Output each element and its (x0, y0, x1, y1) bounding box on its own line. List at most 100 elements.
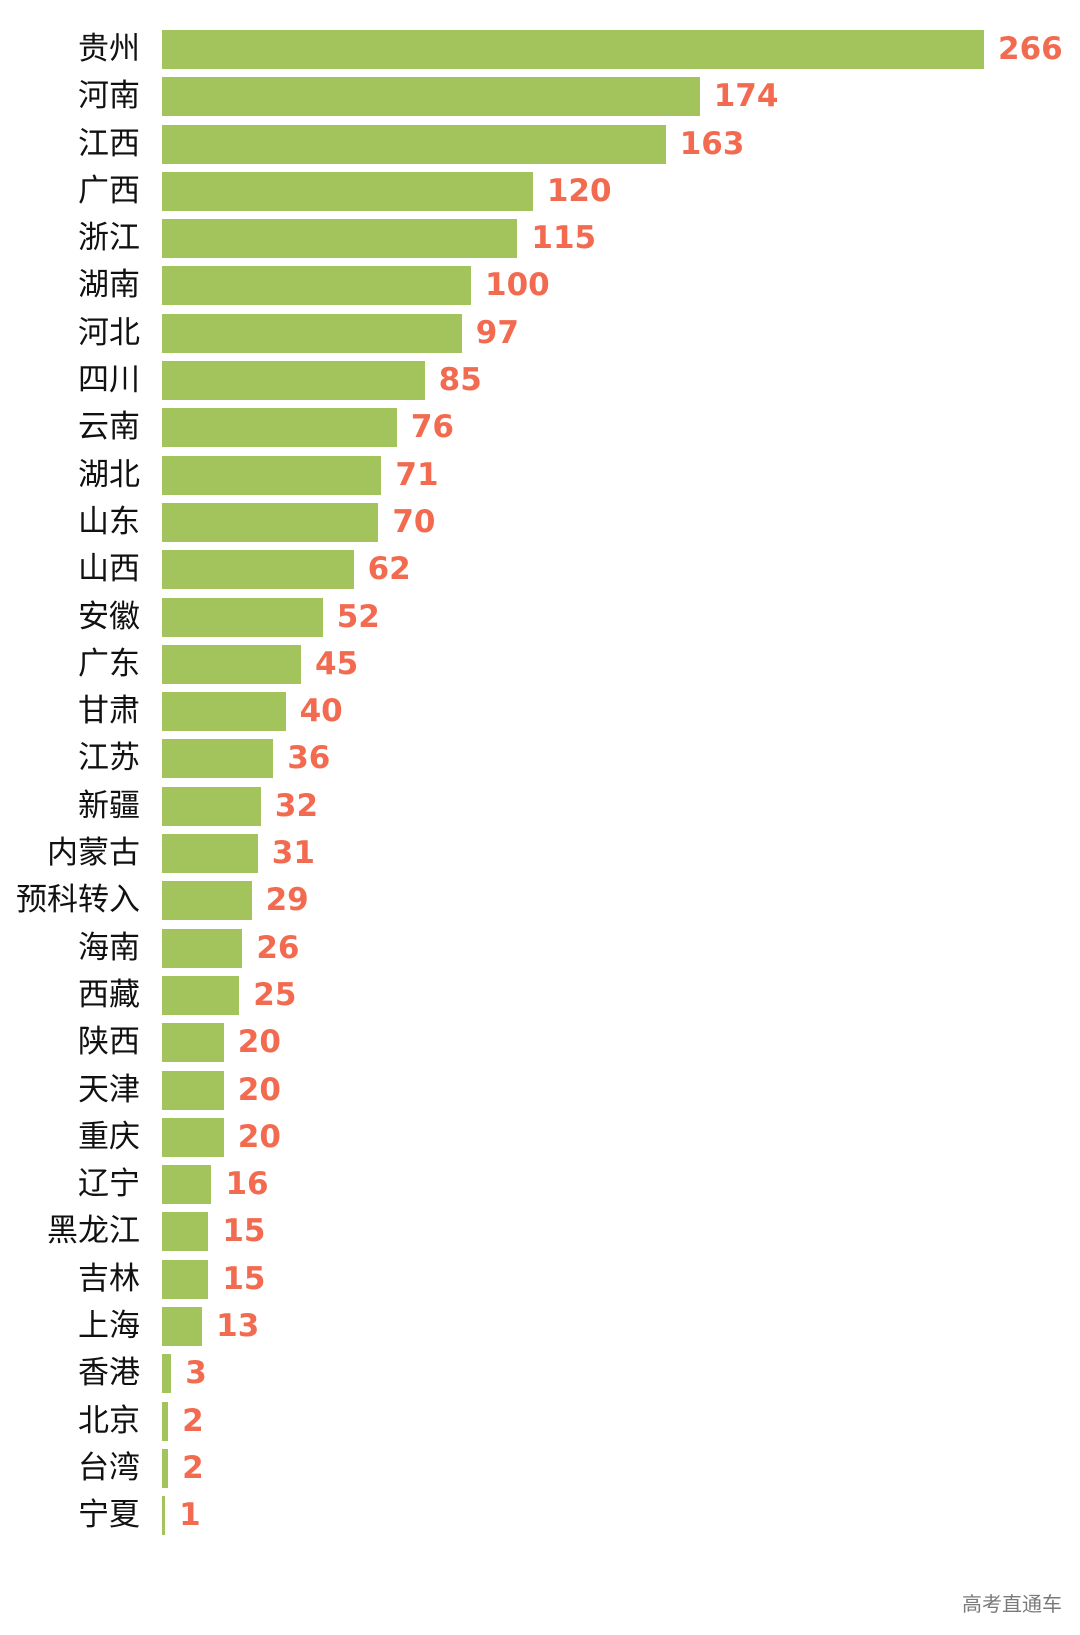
category-label: 北京 (78, 1402, 140, 1439)
bar-row: 预科转入 29 (0, 881, 1080, 928)
value-label: 32 (274, 787, 319, 824)
value-label: 20 (237, 1071, 281, 1108)
bar (162, 455, 382, 495)
watermark: 高考直通车 (962, 1592, 1062, 1616)
bar (162, 975, 240, 1015)
value-label: 26 (256, 929, 300, 966)
value-label: 40 (299, 693, 343, 730)
bar-row: 上海 13 (0, 1307, 1080, 1354)
value-label: 15 (222, 1260, 266, 1297)
category-label: 安徽 (78, 598, 140, 635)
bar (162, 786, 261, 826)
value-label: 25 (253, 976, 297, 1013)
category-label: 河南 (78, 78, 140, 115)
category-label: 黑龙江 (47, 1213, 140, 1250)
value-label: 62 (367, 551, 411, 588)
bar (162, 834, 258, 874)
category-label: 辽宁 (78, 1166, 140, 1203)
bar-row: 河南 174 (0, 77, 1080, 124)
bar-row: 四川 85 (0, 361, 1080, 408)
bar-row: 香港 3 (0, 1354, 1080, 1401)
bar (162, 1070, 224, 1110)
category-label: 重庆 (78, 1118, 140, 1155)
bar (162, 219, 518, 259)
bar (162, 1212, 209, 1252)
bar-row: 吉林 15 (0, 1259, 1080, 1307)
category-label: 天津 (78, 1071, 140, 1108)
category-label: 山西 (78, 551, 140, 588)
category-label: 湖北 (78, 456, 140, 493)
value-label: 36 (287, 740, 331, 777)
bar (162, 928, 243, 968)
bar-row: 北京 2 (0, 1401, 1080, 1449)
bar-row: 江西 163 (0, 124, 1080, 172)
value-label: 70 (392, 503, 436, 540)
category-label: 上海 (78, 1308, 140, 1345)
value-label: 20 (237, 1024, 281, 1061)
bar (162, 1448, 169, 1488)
value-label: 85 (438, 362, 482, 399)
category-label: 新疆 (78, 787, 140, 824)
value-label: 1 (179, 1497, 201, 1534)
bar-row: 贵州 266 (0, 30, 1080, 77)
bar (162, 597, 323, 637)
category-label: 江西 (78, 125, 140, 162)
bar-row: 台湾 2 (0, 1448, 1080, 1496)
bar-row: 内蒙古 31 (0, 834, 1080, 881)
bar-row: 天津 20 (0, 1070, 1080, 1118)
value-label: 174 (713, 78, 779, 115)
bar (162, 1023, 224, 1063)
bar-chart: 贵州 266 河南 174 江西 163 广西 120 浙江 115 湖南 100 河北 97 四川 85 云南… (0, 30, 1080, 1544)
category-label: 西藏 (78, 976, 140, 1013)
category-label: 湖南 (78, 267, 140, 304)
category-label: 广东 (78, 645, 140, 682)
bar (162, 692, 286, 732)
bar-row: 海南 26 (0, 928, 1080, 976)
bar (162, 77, 700, 117)
bar (162, 361, 425, 401)
bar-row: 山东 70 (0, 502, 1080, 550)
bar (162, 739, 274, 779)
category-label: 江苏 (78, 740, 140, 777)
category-label: 宁夏 (78, 1497, 140, 1534)
bar-row: 宁夏 1 (0, 1496, 1080, 1543)
value-label: 76 (410, 409, 454, 446)
bar-row: 江苏 36 (0, 739, 1080, 786)
category-label: 甘肃 (78, 693, 140, 730)
value-label: 20 (237, 1118, 281, 1155)
value-label: 120 (546, 172, 612, 209)
bar-row: 甘肃 40 (0, 692, 1080, 739)
bar-row: 安徽 52 (0, 597, 1080, 645)
value-label: 97 (475, 314, 519, 351)
bar-row: 湖南 100 (0, 266, 1080, 313)
category-label: 河北 (78, 314, 140, 351)
category-label: 陕西 (78, 1024, 140, 1061)
value-label: 2 (182, 1449, 204, 1486)
value-label: 115 (531, 220, 597, 257)
bar-row: 山西 62 (0, 550, 1080, 597)
bar (162, 1401, 169, 1441)
bar-row: 河北 97 (0, 313, 1080, 361)
bar (162, 313, 462, 353)
bar-row: 广东 45 (0, 644, 1080, 692)
category-label: 台湾 (78, 1449, 140, 1486)
category-label: 山东 (78, 503, 140, 540)
category-label: 广西 (78, 172, 140, 209)
bar-row: 辽宁 16 (0, 1165, 1080, 1212)
bar (162, 644, 302, 684)
category-label: 内蒙古 (47, 835, 140, 872)
bar (162, 1165, 212, 1205)
bar (162, 1354, 172, 1394)
bar (162, 881, 252, 921)
category-label: 浙江 (78, 220, 140, 257)
bar-row: 湖北 71 (0, 455, 1080, 503)
value-label: 163 (679, 125, 745, 162)
bar-row: 西藏 25 (0, 975, 1080, 1023)
value-label: 29 (265, 882, 309, 919)
bar (162, 502, 379, 542)
category-label: 预科转入 (16, 882, 140, 919)
bar-row: 新疆 32 (0, 786, 1080, 834)
value-label: 100 (485, 267, 550, 304)
bar (162, 1307, 203, 1347)
category-label: 贵州 (78, 31, 140, 67)
